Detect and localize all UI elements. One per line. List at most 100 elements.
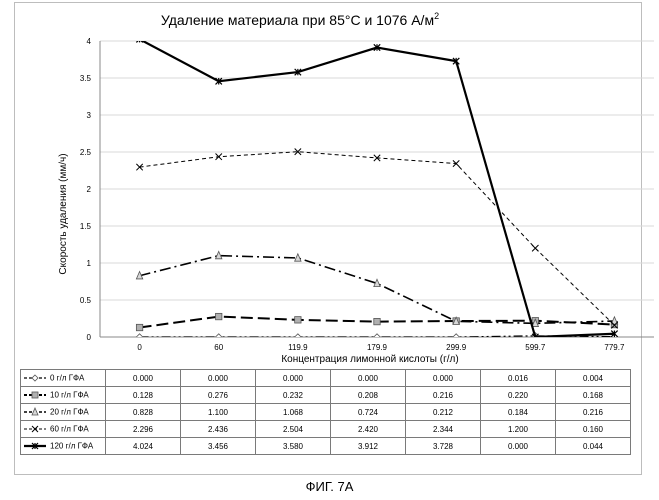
y-tick-label: 3.5 — [80, 74, 92, 83]
table-cell: 2.344 — [405, 420, 481, 438]
y-tick-label: 2.5 — [80, 148, 92, 157]
table-cell: 0.128 — [105, 386, 181, 404]
data-point — [135, 41, 144, 43]
chart-title: Удаление материала при 85°C и 1076 А/м2 — [161, 11, 439, 28]
data-point — [215, 312, 223, 321]
legend-entry: 10 г/л ГФА — [20, 386, 106, 404]
legend-entry: 60 г/л ГФА — [20, 420, 106, 438]
data-point — [294, 252, 302, 262]
table-cell: 0.168 — [555, 386, 631, 404]
y-tick-label: 0.5 — [80, 296, 92, 305]
table-row: 60 г/л ГФА 2.296 2.436 2.504 2.420 2.344 1.200… — [20, 420, 631, 438]
data-point — [610, 315, 619, 325]
table-cell: 1.100 — [180, 403, 256, 421]
x-tick-label: 299.9 — [446, 343, 467, 352]
table-cell: 0.000 — [330, 369, 406, 387]
table-row: 0 г/л ГФА 0.000 0.000 0.000 0.000 0.000 0.016 0… — [20, 369, 631, 387]
legend-entry: 20 г/л ГФА — [20, 403, 106, 421]
data-point — [452, 333, 460, 337]
data-point — [294, 316, 302, 324]
legend-entry: 120 г/л ГФА — [20, 437, 106, 455]
legend-entry: 0 г/л ГФА — [20, 369, 106, 387]
legend-key — [24, 391, 46, 399]
series-line — [140, 41, 615, 337]
y-tick-label: 0 — [87, 333, 92, 342]
table-cell: 0.044 — [555, 437, 631, 455]
data-point — [531, 318, 540, 327]
data-point — [452, 316, 460, 325]
y-tick-label: 3 — [87, 111, 92, 120]
data-point — [214, 250, 223, 260]
series-1 — [135, 312, 619, 332]
table-cell: 0.000 — [105, 369, 181, 387]
x-tick-label: 779.7 — [604, 343, 625, 352]
data-point — [373, 318, 381, 326]
figure-caption: ФИГ. 7А — [305, 479, 354, 494]
table-cell: 1.200 — [480, 420, 556, 438]
series-line — [139, 254, 615, 325]
x-tick-label: 599.7 — [525, 343, 546, 352]
table-cell: 0.160 — [555, 420, 631, 438]
data-point — [452, 57, 460, 65]
legend-label: 10 г/л ГФА — [50, 390, 89, 400]
chart: Удаление материала при 85°C и 1076 А/м2 … — [58, 11, 654, 365]
legend-key — [24, 374, 46, 382]
x-tick-label: 60 — [214, 343, 223, 352]
table-cell: 0.208 — [330, 386, 406, 404]
gridlines — [100, 40, 654, 338]
table-cell: 0.000 — [480, 437, 556, 455]
table-row: 120 г/л ГФА 4.024 3.456 3.580 3.912 3.728 0.00… — [20, 437, 631, 455]
table-cell: 0.184 — [480, 403, 556, 421]
data-point — [373, 154, 381, 162]
data-point — [610, 330, 619, 337]
table-cell: 1.068 — [255, 403, 331, 421]
data-point — [531, 333, 539, 337]
table-row: 20 г/л ГФА 0.828 1.100 1.068 0.724 0.212 0.184… — [20, 403, 631, 421]
table-cell: 3.456 — [180, 437, 256, 455]
data-point — [610, 321, 618, 329]
data-point — [215, 153, 223, 161]
legend-label: 0 г/л ГФА — [50, 373, 85, 383]
series-4 — [135, 41, 619, 337]
table-cell: 0.724 — [330, 403, 406, 421]
table-cell: 0.232 — [255, 386, 331, 404]
table-cell: 3.912 — [330, 437, 406, 455]
y-tick-label: 2 — [87, 185, 92, 194]
chart-frame — [14, 2, 642, 475]
data-table: 0 г/л ГФА 0.000 0.000 0.000 0.000 0.000 0.016 0… — [20, 369, 631, 455]
legend-label: 60 г/л ГФА — [50, 424, 89, 434]
data-point — [214, 333, 223, 337]
axes: 0 0.5 1 1.5 2 2.5 3 3.5 4 0 60 119.9 179.9 299.9 599.7… — [80, 37, 625, 352]
table-cell: 2.420 — [330, 420, 406, 438]
data-point — [452, 159, 460, 168]
table-cell: 0.000 — [180, 369, 256, 387]
x-tick-label: 179.9 — [367, 343, 388, 352]
x-axis-label: Концентрация лимонной кислоты (г/л) — [281, 354, 458, 365]
y-tick-label: 1 — [87, 259, 92, 268]
table-cell: 0.004 — [555, 369, 631, 387]
data-point — [373, 278, 381, 288]
data-point — [135, 323, 144, 332]
data-point — [294, 148, 302, 156]
y-tick-label: 4 — [87, 37, 92, 46]
data-point — [135, 333, 144, 337]
table-cell: 0.276 — [180, 386, 256, 404]
table-cell: 0.216 — [405, 386, 481, 404]
data-point — [136, 163, 144, 171]
legend-key — [24, 407, 46, 416]
table-cell: 2.296 — [105, 420, 181, 438]
data-point — [373, 43, 381, 52]
legend-label: 20 г/л ГФА — [50, 407, 89, 417]
table-cell: 2.436 — [180, 420, 256, 438]
table-cell: 0.016 — [480, 369, 556, 387]
table-cell: 4.024 — [105, 437, 181, 455]
data-point — [531, 244, 539, 252]
table-cell: 3.580 — [255, 437, 331, 455]
x-tick-label: 0 — [137, 343, 142, 352]
table-cell: 0.828 — [105, 403, 181, 421]
legend-label: 120 г/л ГФА — [50, 441, 94, 451]
x-tick-label: 119.9 — [288, 343, 308, 352]
table-cell: 3.728 — [405, 437, 481, 455]
data-point — [215, 77, 223, 85]
table-cell: 0.216 — [555, 403, 631, 421]
